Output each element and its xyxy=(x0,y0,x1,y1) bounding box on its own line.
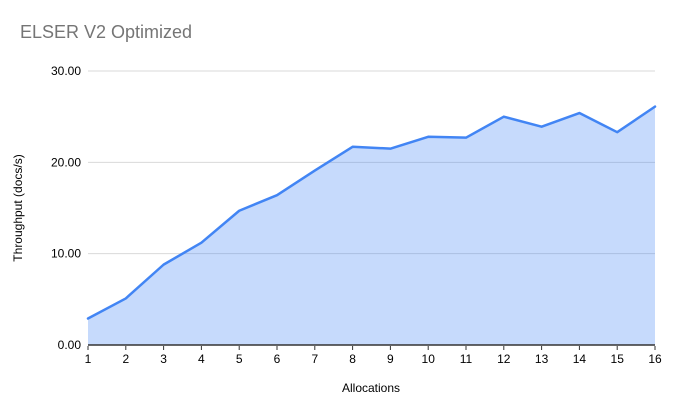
series-layer xyxy=(86,105,657,346)
line-series xyxy=(86,105,657,320)
x-tick-label: 13 xyxy=(535,352,549,366)
y-tick-label: 10.00 xyxy=(51,247,81,261)
axis-layer xyxy=(87,344,656,350)
x-tick-label: 16 xyxy=(648,352,662,366)
x-tick-label: 11 xyxy=(460,352,473,366)
x-tick-label: 12 xyxy=(497,352,511,366)
area-series-fill xyxy=(88,106,655,346)
y-tick-label: 0.00 xyxy=(58,338,82,352)
x-axis-title: Allocations xyxy=(342,381,400,395)
x-tick-label: 3 xyxy=(160,352,167,366)
x-tick-label: 5 xyxy=(236,352,243,366)
y-axis-title: Throughput (docs/s) xyxy=(11,154,25,261)
x-tick-label: 7 xyxy=(311,352,318,366)
chart-title: ELSER V2 Optimized xyxy=(20,22,193,42)
y-tick-label: 30.00 xyxy=(51,64,81,78)
x-tick-label: 4 xyxy=(198,352,205,366)
y-tick-label: 20.00 xyxy=(51,155,81,169)
x-tick-label: 14 xyxy=(573,352,587,366)
x-tick-label: 15 xyxy=(611,352,625,366)
x-tick-label: 8 xyxy=(349,352,356,366)
x-tick-label: 2 xyxy=(122,352,129,366)
x-tick-label: 9 xyxy=(387,352,394,366)
x-tick-label: 6 xyxy=(274,352,281,366)
x-tick-label: 1 xyxy=(85,352,92,366)
x-tick-label: 10 xyxy=(422,352,436,366)
